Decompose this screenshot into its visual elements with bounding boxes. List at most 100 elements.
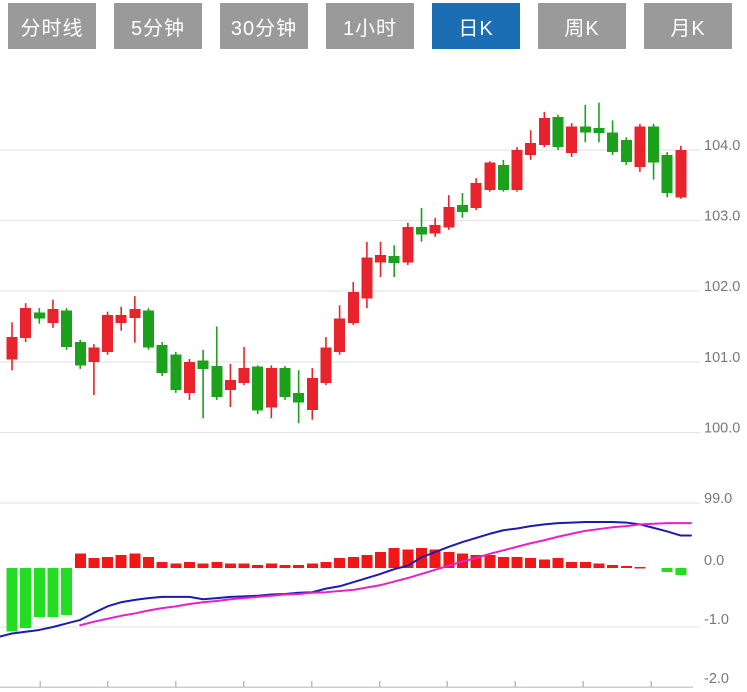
candle-up	[20, 308, 32, 338]
candle-up	[6, 337, 18, 360]
macd-bar-up	[402, 549, 414, 568]
macd-bar-up	[115, 555, 127, 568]
candle-down	[61, 310, 73, 347]
candle-wick	[202, 349, 204, 419]
candle-down	[552, 116, 564, 148]
macd-bar-up	[443, 552, 455, 568]
macd-bar-up	[102, 556, 114, 568]
candle-up	[88, 347, 100, 362]
macd-bar-up	[170, 563, 182, 568]
macd-bar-up	[211, 562, 223, 568]
macd-bar-up	[306, 563, 318, 568]
macd-bar-up	[538, 559, 550, 568]
gridlines	[0, 149, 700, 628]
macd-bar-up	[279, 565, 291, 568]
candle-down	[579, 126, 591, 133]
dea-line	[79, 522, 692, 627]
tab-week-k[interactable]: 周K	[538, 3, 626, 49]
macd-bar-up	[497, 556, 509, 568]
macd-bar-up	[252, 565, 264, 568]
candle-wick	[215, 326, 218, 400]
macd-histogram	[6, 547, 687, 632]
candle-down	[170, 354, 182, 391]
candle-down	[33, 312, 45, 319]
tab-30min[interactable]: 30分钟	[220, 3, 308, 49]
tab-5min[interactable]: 5分钟	[114, 3, 202, 49]
candle-up	[102, 315, 114, 352]
candle-up	[484, 162, 496, 191]
candle-up	[334, 318, 346, 352]
candle-down	[279, 368, 291, 398]
candle-up	[525, 142, 537, 155]
dif-line	[0, 520, 692, 638]
candle-wick	[243, 346, 245, 386]
candle-up	[402, 226, 414, 263]
candle-down	[661, 154, 673, 194]
candle-down	[620, 140, 632, 163]
price-axis-label: 101.0	[704, 350, 740, 366]
candle-up	[375, 255, 387, 263]
candle-down	[74, 342, 86, 366]
tab-1hour[interactable]: 1小时	[326, 3, 414, 49]
candle-down	[648, 126, 660, 163]
candle-up	[265, 368, 277, 408]
candle-up	[429, 224, 441, 234]
macd-bar-up	[620, 566, 632, 568]
x-axis	[0, 681, 693, 688]
candle-up	[224, 380, 236, 391]
macd-axis-label: -2.0	[704, 671, 729, 687]
macd-bar-up	[88, 557, 100, 568]
candle-down	[143, 310, 154, 348]
macd-bar-up	[566, 562, 578, 568]
macd-bar-down	[6, 568, 18, 632]
dif-line	[0, 520, 692, 638]
macd-bar-up	[634, 566, 646, 569]
tab-month-k[interactable]: 月K	[644, 3, 732, 49]
candle-down	[197, 360, 209, 369]
macd-bar-up	[143, 556, 154, 568]
macd-bar-up	[361, 555, 373, 568]
axis-labels: 104.0 103.0 102.0 101.0 100.0 99.0 0.0 -1.0 -2.0	[704, 138, 740, 687]
candle-up	[675, 150, 687, 198]
macd-bar-up	[593, 563, 605, 568]
macd-bar-up	[334, 557, 346, 568]
period-tab-bar: 分时线 5分钟 30分钟 1小时 日K 周K 月K	[8, 3, 732, 49]
candle-up	[238, 368, 250, 383]
candles	[6, 102, 687, 424]
candle-down	[607, 132, 619, 153]
macd-bar-up	[484, 555, 496, 568]
macd-bar-up	[388, 547, 400, 568]
candle-down	[593, 128, 605, 134]
candle-up	[361, 257, 373, 299]
macd-bar-up	[156, 562, 168, 568]
macd-bar-up	[293, 565, 305, 568]
price-axis-label: 102.0	[704, 279, 740, 295]
candle-wick	[134, 296, 136, 343]
macd-bar-up	[238, 563, 250, 568]
candle-wick	[598, 102, 600, 143]
macd-bar-up	[197, 563, 209, 568]
macd-bar-down	[20, 568, 32, 629]
candle-wick	[584, 104, 587, 143]
macd-bar-up	[429, 549, 441, 568]
macd-bar-up	[525, 557, 537, 568]
candle-down	[211, 366, 223, 398]
tab-time-share[interactable]: 分时线	[8, 3, 96, 49]
candle-up	[47, 308, 59, 323]
candle-up	[320, 347, 332, 383]
price-axis-label: 103.0	[704, 209, 740, 225]
price-axis-label: 104.0	[704, 138, 740, 154]
macd-bar-down	[33, 568, 45, 617]
macd-axis-label: -1.0	[704, 612, 729, 628]
candle-wick	[93, 344, 95, 395]
macd-bar-up	[74, 553, 86, 568]
candle-down	[293, 392, 305, 403]
candle-up	[129, 308, 141, 319]
macd-bar-up	[511, 556, 523, 568]
candle-down	[388, 255, 400, 263]
candle-up	[306, 378, 318, 410]
price-axis-label: 99.0	[704, 491, 732, 507]
price-axis-label: 100.0	[704, 420, 740, 436]
tab-day-k[interactable]: 日K	[432, 3, 520, 49]
